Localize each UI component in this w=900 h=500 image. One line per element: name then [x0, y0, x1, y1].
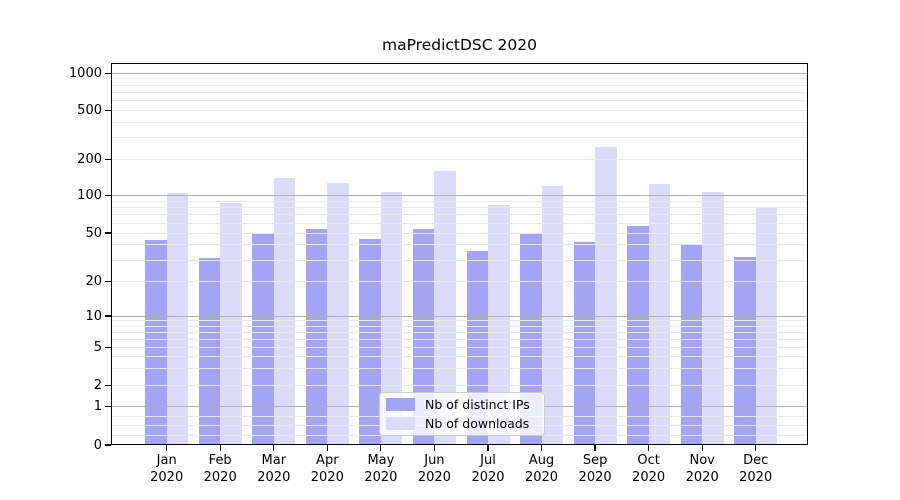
x-tick-may: [380, 445, 382, 451]
x-tick-label-nov: Nov 2020: [685, 453, 719, 485]
y-tick-label-20: 20: [85, 274, 102, 290]
y-tick-label-200: 200: [77, 151, 102, 167]
legend-item-downloads: Nb of downloads: [386, 417, 538, 430]
x-tick-apr: [326, 445, 328, 451]
x-tick-label-sep: Sep 2020: [578, 453, 612, 485]
x-tick-label-dec: Dec 2020: [739, 453, 773, 485]
x-tick-dec: [755, 445, 757, 451]
chart-title: maPredictDSC 2020: [382, 36, 537, 54]
x-tick-label-feb: Feb 2020: [203, 453, 237, 485]
x-tick-label-jul: Jul 2020: [471, 453, 505, 485]
y-tick-label-1000: 1000: [68, 65, 102, 81]
x-tick-oct: [648, 445, 650, 451]
x-tick-jan: [166, 445, 168, 451]
x-tick-nov: [701, 445, 703, 451]
y-tick-label-0: 0: [93, 437, 102, 453]
y-tick-label-100: 100: [77, 188, 102, 203]
legend-label-downloads: Nb of downloads: [425, 416, 530, 431]
x-tick-label-oct: Oct 2020: [632, 453, 666, 485]
x-tick-label-jun: Jun 2020: [417, 453, 451, 485]
x-tick-label-may: May 2020: [364, 453, 398, 485]
x-tick-sep: [594, 445, 596, 451]
y-tick-label-10: 10: [85, 308, 102, 324]
x-tick-label-jan: Jan 2020: [150, 453, 184, 485]
y-tick-label-2: 2: [93, 378, 102, 394]
y-tick-label-5: 5: [93, 339, 102, 355]
x-tick-jun: [433, 445, 436, 451]
x-tick-jul: [487, 445, 489, 451]
x-tick-feb: [219, 445, 221, 451]
x-tick-label-aug: Aug 2020: [524, 453, 559, 485]
y-tick-label-1: 1: [93, 399, 102, 415]
legend-label-distinct-ips: Nb of distinct IPs: [425, 397, 530, 412]
y-tick-label-500: 500: [77, 102, 102, 118]
x-tick-mar: [273, 445, 275, 451]
legend: Nb of distinct IPs Nb of downloads: [379, 392, 545, 436]
legend-swatch-distinct-ips: [386, 398, 415, 411]
legend-item-distinct-ips: Nb of distinct IPs: [386, 398, 538, 411]
x-tick-label-apr: Apr 2020: [310, 453, 344, 485]
plot-border: [111, 63, 808, 445]
legend-swatch-downloads: [386, 417, 415, 430]
y-tick-label-50: 50: [85, 225, 102, 241]
x-tick-label-mar: Mar 2020: [257, 453, 291, 485]
x-tick-aug: [540, 445, 543, 451]
